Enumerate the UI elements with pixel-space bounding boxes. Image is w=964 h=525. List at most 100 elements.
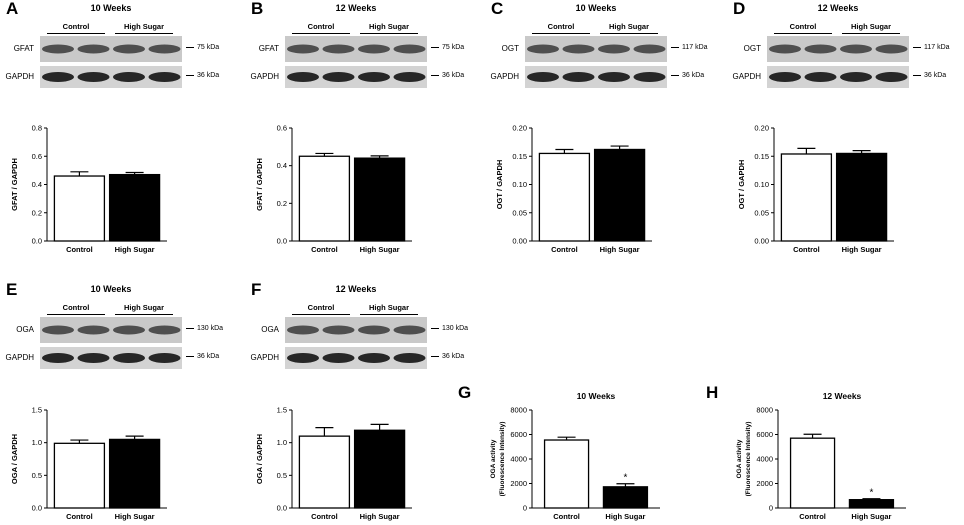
y-tick-label: 0.00 (512, 237, 527, 246)
panel-letter-b: B (251, 0, 264, 18)
blot-row-label: OGA (16, 325, 34, 334)
bar-chart-d: 0.00 0.05 0.10 0.15 0.20 OGT / GAPDH Control Hi… (737, 124, 894, 254)
blot-group-underline (47, 314, 105, 315)
y-tick-label: 0.2 (277, 199, 287, 208)
y-axis-label: OGT / GAPDH (495, 160, 504, 210)
blot-row-label: GFAT (13, 44, 34, 53)
molecular-weight-marker: 36 kDa (671, 72, 704, 79)
blot-group-underline (600, 33, 658, 34)
blot-row-label: GAPDH (5, 72, 34, 81)
blot-band (113, 72, 145, 82)
bar-high-sugar (602, 486, 649, 509)
molecular-weight-marker: 75 kDa (431, 44, 464, 51)
blot-band (77, 72, 110, 82)
target-protein-blot (525, 36, 667, 62)
blot-title: 10 Weeks (90, 284, 132, 294)
blot-panel-c: C 10 Weeks Control High Sugar OGT 117 kDa GAPD… (485, 0, 720, 110)
panel-letter-c: C (491, 0, 504, 18)
bar-high-sugar (593, 148, 646, 242)
panel-letter-h: H (706, 383, 719, 402)
molecular-weight-marker: 130 kDa (431, 325, 468, 332)
blot-band (287, 325, 319, 335)
blot-group-label: High Sugar (123, 22, 164, 31)
x-category-label: Control (66, 245, 93, 254)
blot-group-label: Control (547, 22, 575, 31)
bar-high-sugar (353, 157, 406, 242)
target-protein-blot (40, 36, 182, 62)
y-tick-label: 0.05 (754, 208, 769, 217)
bar-control (789, 437, 836, 509)
y-tick-label: 2000 (510, 479, 527, 488)
y-tick-label: 1.0 (277, 438, 287, 447)
blot-band (287, 72, 319, 82)
gapdh-blot (40, 66, 182, 88)
blot-band (358, 72, 390, 82)
blot-band (148, 72, 181, 82)
x-category-label: Control (551, 245, 578, 254)
y-axis-label: OGT / GAPDH (737, 160, 746, 210)
blot-band (598, 72, 630, 82)
x-category-label: Control (66, 512, 93, 521)
y-tick-label: 0.10 (512, 180, 527, 189)
blot-group-label: Control (789, 22, 817, 31)
blot-group-label: High Sugar (368, 303, 409, 312)
gapdh-blot (525, 66, 667, 88)
blot-group-label: Control (62, 22, 90, 31)
blot-row-label: GFAT (258, 44, 279, 53)
blot-group-underline (115, 314, 173, 315)
bar-control (53, 442, 106, 509)
y-tick-label: 0.6 (277, 124, 287, 133)
y-tick-label: 0.0 (277, 237, 287, 246)
blot-group-label: Control (307, 303, 335, 312)
bar-control (543, 439, 590, 509)
molecular-weight-marker: 36 kDa (913, 72, 946, 79)
blot-band (804, 72, 837, 82)
bar-high-sugar (835, 152, 888, 242)
blot-band (633, 44, 666, 54)
blot-group-underline (360, 33, 418, 34)
blot-band (769, 44, 801, 54)
blot-group-underline (842, 33, 900, 34)
y-tick-label: 8000 (756, 406, 773, 415)
blot-band (358, 44, 390, 54)
y-axis-label: OGA activity (736, 439, 743, 478)
molecular-weight-marker: 36 kDa (431, 72, 464, 79)
blot-band (633, 72, 666, 82)
y-tick-label: 0.15 (754, 152, 769, 161)
molecular-weight-marker: 130 kDa (186, 325, 223, 332)
target-protein-blot (285, 36, 427, 62)
blot-panel-f: F 12 Weeks Control High Sugar OGA 130 kDa GAPD… (245, 281, 480, 391)
blot-row-label: GAPDH (490, 72, 519, 81)
panel-letter-e: E (6, 280, 18, 299)
blot-row-label: GAPDH (250, 72, 279, 81)
y-axis-label: OGA / GAPDH (10, 434, 19, 484)
bar-chart-a: 0.0 0.2 0.4 0.6 0.8 GFAT / GAPDH Control High S… (10, 124, 167, 254)
blot-group-underline (532, 33, 590, 34)
blot-band (358, 325, 390, 335)
x-category-label: High Sugar (851, 512, 891, 521)
blot-band (598, 44, 630, 54)
y-tick-label: 1.0 (32, 438, 42, 447)
blot-band (358, 353, 390, 363)
y-tick-label: 1.5 (32, 406, 42, 415)
bar-control (780, 153, 833, 242)
blot-row-label: OGT (501, 44, 519, 53)
bar-chart-f: 0.0 0.5 1.0 1.5 OGA / GAPDH Control High Sugar (255, 406, 412, 521)
blot-band (322, 353, 355, 363)
blot-panel-e: E 10 Weeks Control High Sugar OGA 130 kDa GAPD… (0, 281, 235, 391)
y-tick-label: 0 (523, 504, 527, 513)
y-tick-label: 0.20 (512, 124, 527, 133)
blot-panel-a: A 10 Weeks Control High Sugar GFAT 75 kDa GAPD… (0, 0, 235, 110)
blot-band (42, 325, 74, 335)
blot-band (322, 72, 355, 82)
panel-letter-d: D (733, 0, 746, 18)
blot-band (287, 353, 319, 363)
blot-row-label: GAPDH (732, 72, 761, 81)
x-category-label: High Sugar (360, 512, 400, 521)
blot-band (875, 72, 908, 82)
y-tick-label: 0.0 (32, 237, 42, 246)
blot-group-underline (292, 33, 350, 34)
y-tick-label: 0.2 (32, 208, 42, 217)
y-tick-label: 0.5 (277, 471, 287, 480)
gapdh-blot (40, 347, 182, 369)
